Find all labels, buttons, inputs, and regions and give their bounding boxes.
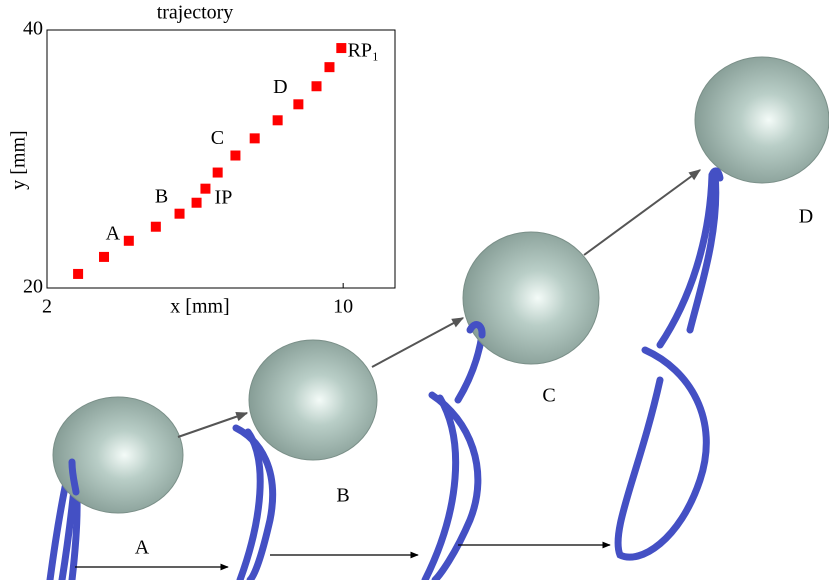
point xyxy=(273,115,283,125)
point-label: IP xyxy=(215,186,233,208)
point-label: RP₁ xyxy=(348,40,379,62)
stage-label: D xyxy=(799,206,813,228)
y-tick-label: 40 xyxy=(23,18,43,40)
chart-title: trajectory xyxy=(157,2,234,24)
point-label: C xyxy=(211,127,224,149)
point xyxy=(250,133,260,143)
sphere xyxy=(249,340,377,460)
point xyxy=(192,198,202,208)
point xyxy=(213,168,223,178)
point xyxy=(200,184,210,194)
stage-label: C xyxy=(542,385,555,407)
point xyxy=(293,99,303,109)
sphere xyxy=(53,397,183,513)
y-axis-label: y [mm] xyxy=(8,130,30,189)
inset-chart: trajectory x [mm] y [mm] 2 10 20 40 A B IP C D RP… xyxy=(0,0,410,325)
point xyxy=(124,236,134,246)
point xyxy=(230,151,240,161)
arrow xyxy=(584,170,700,255)
sphere xyxy=(463,232,599,364)
filament xyxy=(458,335,482,400)
point xyxy=(336,43,346,53)
point xyxy=(175,209,185,219)
filament xyxy=(618,350,706,557)
x-axis-label: x [mm] xyxy=(170,296,229,318)
x-tick-label: 10 xyxy=(333,296,353,318)
point-label: D xyxy=(273,76,287,98)
point xyxy=(73,269,83,279)
point-label: B xyxy=(155,185,168,207)
point xyxy=(324,62,334,72)
point-label: A xyxy=(106,222,121,244)
y-tick-label: 20 xyxy=(23,276,43,298)
arrow xyxy=(372,318,463,367)
filament xyxy=(72,462,76,492)
stage-label: A xyxy=(135,537,150,559)
stage-label: B xyxy=(336,485,349,507)
sphere xyxy=(695,57,829,183)
point xyxy=(312,81,322,91)
x-tick-label: 2 xyxy=(42,296,52,318)
point xyxy=(99,252,109,262)
point xyxy=(151,222,161,232)
time-arrows xyxy=(75,545,610,567)
figure: A B C D trajectory x [mm] y [mm] 2 10 20 40… xyxy=(0,0,829,580)
